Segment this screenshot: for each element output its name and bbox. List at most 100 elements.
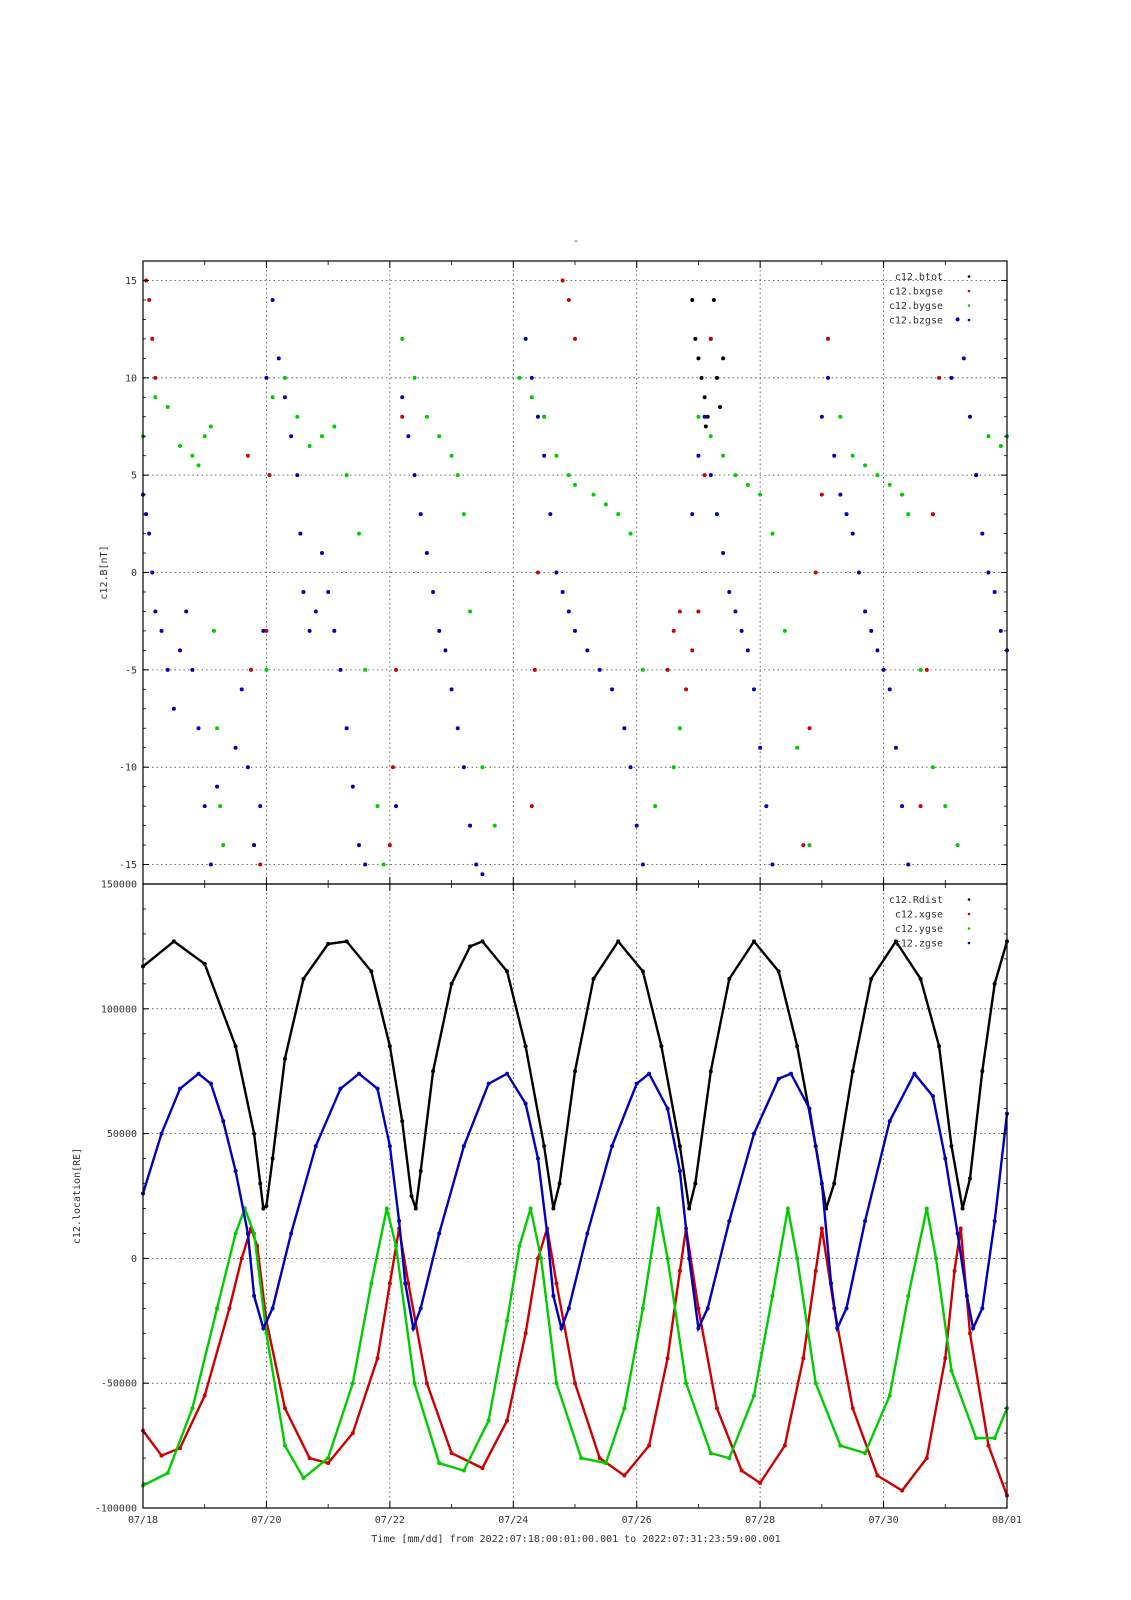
data-point	[215, 726, 220, 731]
data-point	[693, 336, 698, 341]
data-point	[412, 473, 417, 478]
y-tick-label: -100000	[95, 1504, 137, 1515]
series-c12-bygse	[141, 336, 1009, 867]
data-point	[338, 667, 343, 672]
data-point	[708, 336, 713, 341]
data-point	[190, 453, 195, 458]
series-c12-bxgse	[144, 278, 942, 867]
data-point	[468, 823, 473, 828]
data-point	[628, 765, 633, 770]
data-point	[480, 872, 485, 877]
data-point	[850, 453, 855, 458]
data-point	[424, 414, 429, 419]
data-point	[258, 862, 263, 867]
data-point	[863, 609, 868, 614]
data-point	[319, 551, 324, 556]
y-axis-label: c12.location[RE]	[72, 1148, 83, 1244]
data-point	[665, 667, 670, 672]
data-point	[150, 336, 155, 341]
data-point	[711, 297, 716, 302]
data-point	[159, 628, 164, 633]
data-point	[628, 531, 633, 536]
data-point	[144, 512, 149, 517]
legend-entry-label: c12.xgse	[895, 910, 943, 921]
data-point	[610, 687, 615, 692]
data-point	[437, 628, 442, 633]
data-point	[597, 667, 602, 672]
data-point	[943, 804, 948, 809]
y-tick-label: 0	[131, 568, 137, 579]
data-point	[406, 434, 411, 439]
data-point	[875, 648, 880, 653]
data-point	[986, 434, 991, 439]
data-point	[261, 628, 266, 633]
data-point	[202, 434, 207, 439]
data-point	[591, 492, 596, 497]
data-point	[532, 667, 537, 672]
data-point	[147, 531, 152, 536]
legend-entry-label: c12.ygse	[895, 924, 943, 935]
data-point	[560, 278, 565, 283]
legend-entry-label: c12.Rdist	[889, 895, 943, 906]
data-point	[832, 453, 837, 458]
data-point	[554, 453, 559, 458]
data-point	[721, 453, 726, 458]
data-point	[153, 609, 158, 614]
data-point	[573, 628, 577, 633]
y-tick-label: -50000	[101, 1379, 137, 1390]
data-point	[585, 648, 590, 653]
data-point	[838, 492, 843, 497]
series-c12-Rdist	[141, 939, 1009, 1211]
data-point	[147, 297, 152, 302]
x-tick-label: 07/22	[375, 1515, 405, 1526]
data-point	[289, 434, 294, 439]
data-point	[764, 804, 769, 809]
data-point	[721, 551, 726, 556]
data-point	[807, 843, 812, 848]
data-point	[461, 512, 466, 517]
data-point	[696, 453, 701, 458]
data-point	[282, 395, 287, 400]
data-point	[566, 473, 571, 478]
data-point	[603, 502, 608, 507]
data-point	[480, 765, 485, 770]
data-point	[696, 414, 701, 419]
data-point	[875, 473, 880, 478]
data-point	[190, 667, 195, 672]
data-point	[690, 648, 695, 653]
data-point	[807, 726, 812, 731]
series-c12-zgse	[141, 1071, 1009, 1333]
data-point	[535, 570, 540, 575]
data-point	[424, 551, 429, 556]
data-point	[881, 667, 886, 672]
y-tick-label: 10	[125, 373, 137, 384]
data-point	[702, 414, 707, 419]
data-point	[770, 531, 775, 536]
data-point	[332, 628, 337, 633]
data-point	[418, 512, 423, 517]
data-point	[431, 589, 436, 594]
data-point	[961, 356, 966, 361]
legend: c12.Rdist c12.xgse c12.ygse c12.zgse	[889, 895, 971, 950]
y-tick-label: -5	[125, 665, 137, 676]
series-line	[141, 1071, 1009, 1333]
plot-frame	[142, 883, 1008, 1509]
data-point	[677, 609, 682, 614]
data-point	[178, 443, 183, 448]
x-tick-label: 07/28	[745, 1515, 775, 1526]
data-point	[270, 395, 275, 400]
data-point	[838, 414, 843, 419]
data-point	[696, 609, 701, 614]
data-point	[992, 589, 997, 594]
data-point	[727, 589, 732, 594]
data-point	[887, 482, 892, 487]
data-point	[554, 570, 559, 575]
y-tick-label: -10	[119, 763, 137, 774]
data-point	[758, 492, 763, 497]
data-point	[307, 628, 312, 633]
data-point	[461, 765, 466, 770]
data-point	[998, 628, 1003, 633]
data-point	[394, 667, 399, 672]
data-point	[795, 745, 800, 750]
data-point	[703, 424, 708, 429]
